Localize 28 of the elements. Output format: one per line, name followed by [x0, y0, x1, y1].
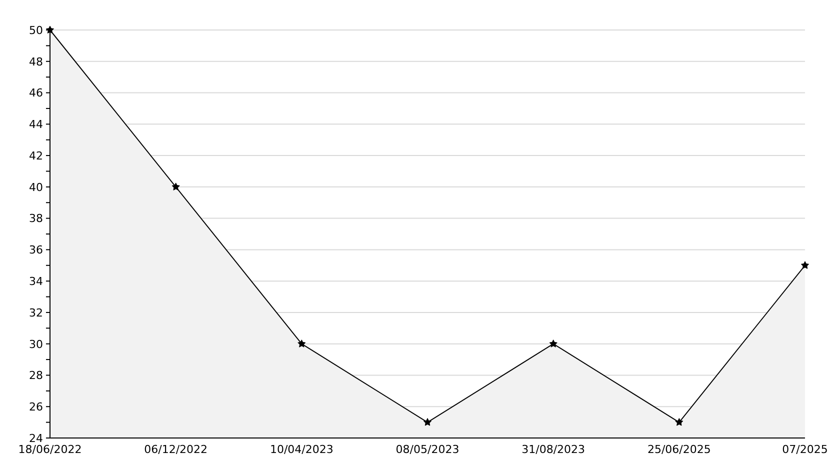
y-tick-label: 34 [29, 274, 43, 288]
y-tick-label: 44 [29, 118, 43, 132]
y-tick-label: 32 [29, 306, 43, 320]
y-tick-label: 26 [29, 400, 43, 414]
y-tick-label: 38 [29, 212, 43, 226]
y-tick-label: 40 [29, 180, 43, 194]
point [800, 261, 810, 269]
x-tick-label: 25/06/2025 [647, 442, 711, 456]
point [423, 418, 432, 426]
y-tick-label: 36 [29, 244, 43, 257]
y-tick-label: 30 [29, 338, 43, 351]
point [172, 182, 180, 190]
x-tick-label: 31/08/2023 [522, 442, 586, 456]
point [549, 340, 558, 348]
y-tick-label: 42 [29, 149, 43, 162]
y-tick-label: 48 [29, 55, 43, 68]
y-tick-label: 46 [29, 86, 43, 100]
y-tick-label: 24 [29, 432, 43, 445]
point [675, 418, 684, 426]
x-tick-label: 10/04/2023 [270, 442, 334, 456]
y-tick-label: 50 [29, 24, 43, 37]
x-tick-label: 06/12/2022 [144, 442, 208, 456]
point [46, 26, 54, 34]
point [298, 340, 306, 348]
x-tick-label: 18/06/2022 [18, 442, 82, 456]
x-tick-label: 07/2025 [782, 442, 828, 456]
x-tick-label: 08/05/2023 [396, 442, 460, 456]
y-tick-label: 28 [29, 369, 43, 382]
